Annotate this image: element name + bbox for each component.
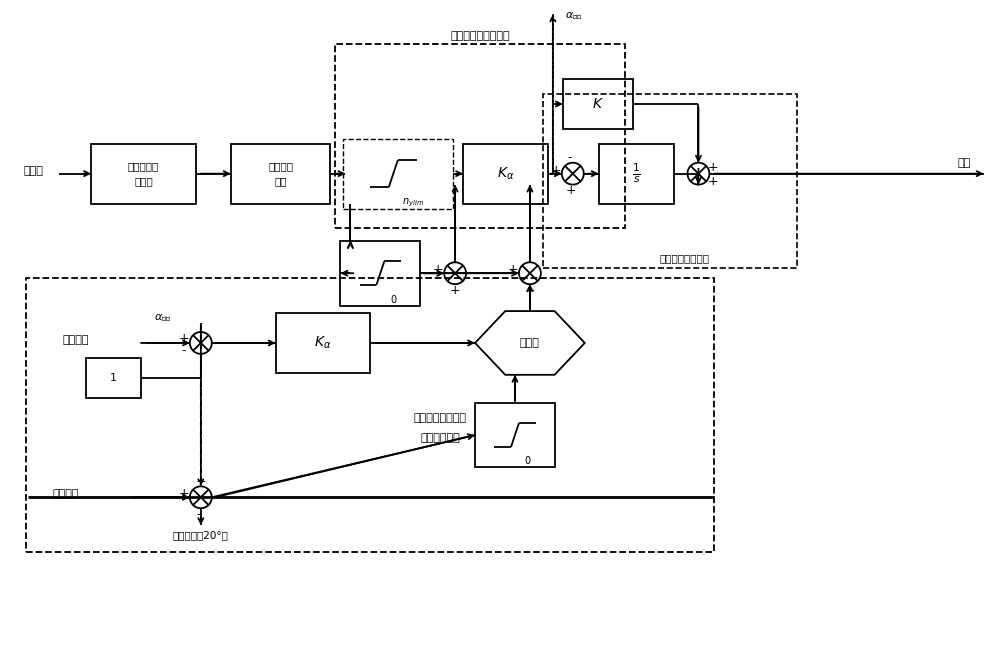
Bar <box>335 44 625 228</box>
Text: +: + <box>708 175 719 188</box>
Text: +: + <box>551 164 561 177</box>
Text: -: - <box>182 344 186 357</box>
Bar <box>26 278 714 552</box>
Text: 迎角限制（20°）: 迎角限制（20°） <box>173 530 229 540</box>
Text: 度校正: 度校正 <box>134 176 153 187</box>
Text: 驾驶杆: 驾驶杆 <box>23 166 43 176</box>
Text: $\alpha_{指令}$: $\alpha_{指令}$ <box>154 312 172 324</box>
Text: 号动态控制律: 号动态控制律 <box>420 432 460 443</box>
Text: 限制: 限制 <box>274 176 287 187</box>
Text: +: + <box>433 263 443 276</box>
Bar <box>543 94 797 268</box>
Text: $\alpha_{指令}$: $\alpha_{指令}$ <box>565 11 582 22</box>
Bar <box>231 144 330 203</box>
Bar <box>475 403 555 467</box>
Bar <box>86 358 141 397</box>
Bar <box>343 139 453 209</box>
Text: $n_{ylim}$: $n_{ylim}$ <box>402 196 424 209</box>
Text: -: - <box>197 508 201 520</box>
Text: +: + <box>179 332 189 345</box>
Text: 1: 1 <box>110 373 117 383</box>
Text: 无静差积分控制律: 无静差积分控制律 <box>660 253 710 263</box>
Text: 0: 0 <box>525 457 531 467</box>
Bar <box>91 144 196 203</box>
Text: +: + <box>508 263 518 276</box>
Text: 舵面: 舵面 <box>957 158 970 168</box>
Text: $K_{\alpha}$: $K_{\alpha}$ <box>497 165 514 182</box>
Text: +: + <box>525 284 535 297</box>
Bar <box>276 313 370 373</box>
Bar <box>599 144 674 203</box>
Text: $\frac{1}{s}$: $\frac{1}{s}$ <box>632 162 641 186</box>
Text: 驾驶杆边界限制指令: 驾驶杆边界限制指令 <box>450 31 510 41</box>
Text: 过载信号: 过载信号 <box>63 335 89 345</box>
Text: $K_{\alpha}$: $K_{\alpha}$ <box>314 335 332 351</box>
Text: 杆位移灵敏: 杆位移灵敏 <box>128 161 159 170</box>
Text: 0: 0 <box>390 295 396 305</box>
Text: +: + <box>450 284 460 297</box>
Bar <box>340 241 420 305</box>
Bar <box>463 144 548 203</box>
Text: 指令速率: 指令速率 <box>268 161 293 170</box>
Text: 迎角和过载反馈信: 迎角和过载反馈信 <box>414 413 467 422</box>
Text: 迎角信号: 迎角信号 <box>53 490 79 499</box>
Text: +: + <box>179 487 189 500</box>
Text: 取大值: 取大值 <box>520 338 540 348</box>
Text: $K$: $K$ <box>592 97 604 111</box>
Text: +: + <box>196 475 206 488</box>
Text: -: - <box>568 151 572 164</box>
Text: +: + <box>708 161 719 174</box>
Bar <box>563 79 633 129</box>
Text: +: + <box>565 184 576 197</box>
